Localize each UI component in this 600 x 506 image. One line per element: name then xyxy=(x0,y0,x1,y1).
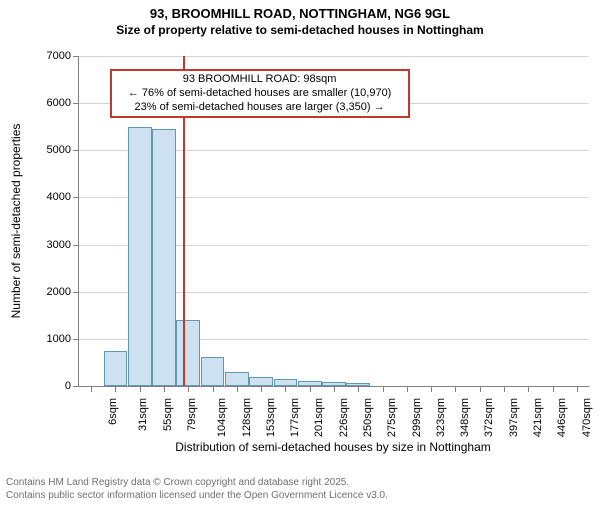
x-tick-label: 177sqm xyxy=(289,398,301,437)
x-tick-label: 104sqm xyxy=(216,398,228,437)
y-tick xyxy=(73,150,79,151)
footer-line1: Contains HM Land Registry data © Crown c… xyxy=(6,477,600,490)
footer-line2: Contains public sector information licen… xyxy=(6,490,600,503)
x-tick xyxy=(115,386,116,392)
y-tick xyxy=(73,386,79,387)
y-tick-label: 4000 xyxy=(47,191,71,203)
chart-title-main: 93, BROOMHILL ROAD, NOTTINGHAM, NG6 9GL xyxy=(0,6,600,21)
x-tick xyxy=(188,386,189,392)
x-tick-label: 250sqm xyxy=(362,398,374,437)
callout-line2: ← 76% of semi-detached houses are smalle… xyxy=(118,87,402,101)
y-tick-label: 7000 xyxy=(47,50,71,62)
chart-plot-area: 010002000300040005000600070006sqm31sqm55… xyxy=(78,56,589,387)
histogram-bar xyxy=(152,129,176,386)
x-tick-label: 226sqm xyxy=(338,398,350,437)
x-tick-label: 323sqm xyxy=(435,398,447,437)
x-tick-label: 421sqm xyxy=(532,398,544,437)
x-tick-label: 55sqm xyxy=(162,398,174,431)
y-tick-label: 1000 xyxy=(47,333,71,345)
y-axis-title: Number of semi-detached properties xyxy=(9,124,23,319)
y-tick xyxy=(73,245,79,246)
x-tick-label: 299sqm xyxy=(411,398,423,437)
histogram-bar xyxy=(128,127,152,386)
x-tick xyxy=(577,386,578,392)
y-tick-label: 0 xyxy=(65,380,71,392)
callout-box: 93 BROOMHILL ROAD: 98sqm ← 76% of semi-d… xyxy=(110,69,410,118)
x-tick xyxy=(431,386,432,392)
x-tick xyxy=(91,386,92,392)
x-tick xyxy=(383,386,384,392)
x-tick xyxy=(407,386,408,392)
y-tick xyxy=(73,197,79,198)
x-axis-title: Distribution of semi-detached houses by … xyxy=(78,440,588,454)
x-tick xyxy=(164,386,165,392)
histogram-bar xyxy=(249,377,273,386)
x-tick xyxy=(358,386,359,392)
x-tick xyxy=(213,386,214,392)
x-tick-label: 79sqm xyxy=(186,398,198,431)
x-tick-label: 6sqm xyxy=(107,398,119,425)
histogram-bar xyxy=(104,351,128,386)
y-tick xyxy=(73,103,79,104)
y-tick-label: 6000 xyxy=(47,97,71,109)
y-tick-label: 5000 xyxy=(47,144,71,156)
x-tick xyxy=(140,386,141,392)
x-tick-label: 201sqm xyxy=(314,398,326,437)
x-tick xyxy=(334,386,335,392)
x-tick xyxy=(310,386,311,392)
histogram-bar xyxy=(201,357,225,386)
x-tick-label: 128sqm xyxy=(241,398,253,437)
x-tick-label: 275sqm xyxy=(386,398,398,437)
x-tick-label: 153sqm xyxy=(265,398,277,437)
y-tick xyxy=(73,339,79,340)
x-tick xyxy=(480,386,481,392)
histogram-bar xyxy=(225,372,249,386)
x-tick xyxy=(285,386,286,392)
x-tick xyxy=(455,386,456,392)
x-tick-label: 348sqm xyxy=(459,398,471,437)
histogram-bar xyxy=(274,379,298,386)
x-tick xyxy=(237,386,238,392)
x-tick-label: 446sqm xyxy=(556,398,568,437)
x-tick-label: 397sqm xyxy=(508,398,520,437)
y-tick-label: 2000 xyxy=(47,286,71,298)
histogram-bar xyxy=(176,320,200,386)
footer-attribution: Contains HM Land Registry data © Crown c… xyxy=(0,477,600,502)
y-tick xyxy=(73,292,79,293)
x-tick xyxy=(528,386,529,392)
callout-line1: 93 BROOMHILL ROAD: 98sqm xyxy=(118,73,402,87)
x-tick-label: 470sqm xyxy=(581,398,593,437)
x-tick-label: 31sqm xyxy=(137,398,149,431)
y-gridline xyxy=(79,56,589,57)
callout-line3: 23% of semi-detached houses are larger (… xyxy=(118,101,402,115)
x-tick-label: 372sqm xyxy=(484,398,496,437)
x-tick xyxy=(553,386,554,392)
chart-title-sub: Size of property relative to semi-detach… xyxy=(0,23,600,37)
y-tick xyxy=(73,56,79,57)
y-tick-label: 3000 xyxy=(47,239,71,251)
x-tick xyxy=(261,386,262,392)
x-tick xyxy=(504,386,505,392)
